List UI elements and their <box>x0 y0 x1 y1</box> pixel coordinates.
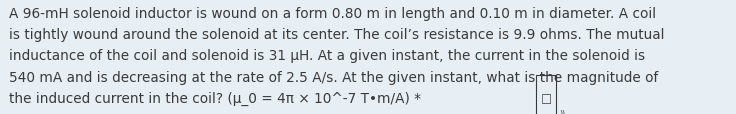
Text: the induced current in the coil? (μ_0 = 4π × 10^-7 T•m/A) *: the induced current in the coil? (μ_0 = … <box>9 91 421 105</box>
Text: is tightly wound around the solenoid at its center. The coil’s resistance is 9.9: is tightly wound around the solenoid at … <box>9 28 665 42</box>
Text: )): )) <box>559 109 565 114</box>
Text: □: □ <box>541 92 551 105</box>
Text: inductance of the coil and solenoid is 31 μH. At a given instant, the current in: inductance of the coil and solenoid is 3… <box>9 49 645 63</box>
Text: A 96-mH solenoid inductor is wound on a form 0.80 m in length and 0.10 m in diam: A 96-mH solenoid inductor is wound on a … <box>9 7 656 21</box>
Text: 540 mA and is decreasing at the rate of 2.5 A/s. At the given instant, what is t: 540 mA and is decreasing at the rate of … <box>9 70 658 84</box>
